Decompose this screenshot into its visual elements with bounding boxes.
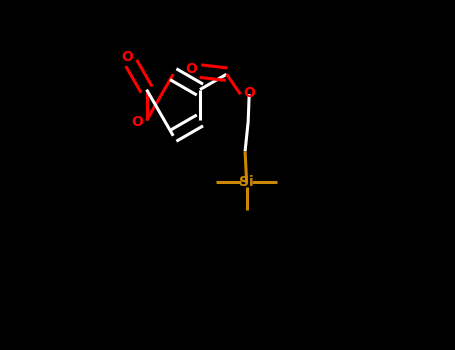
Text: Si: Si bbox=[239, 175, 254, 189]
Text: O: O bbox=[243, 86, 256, 100]
Text: O: O bbox=[131, 115, 143, 129]
Text: O: O bbox=[121, 50, 133, 64]
Text: O: O bbox=[186, 62, 197, 76]
